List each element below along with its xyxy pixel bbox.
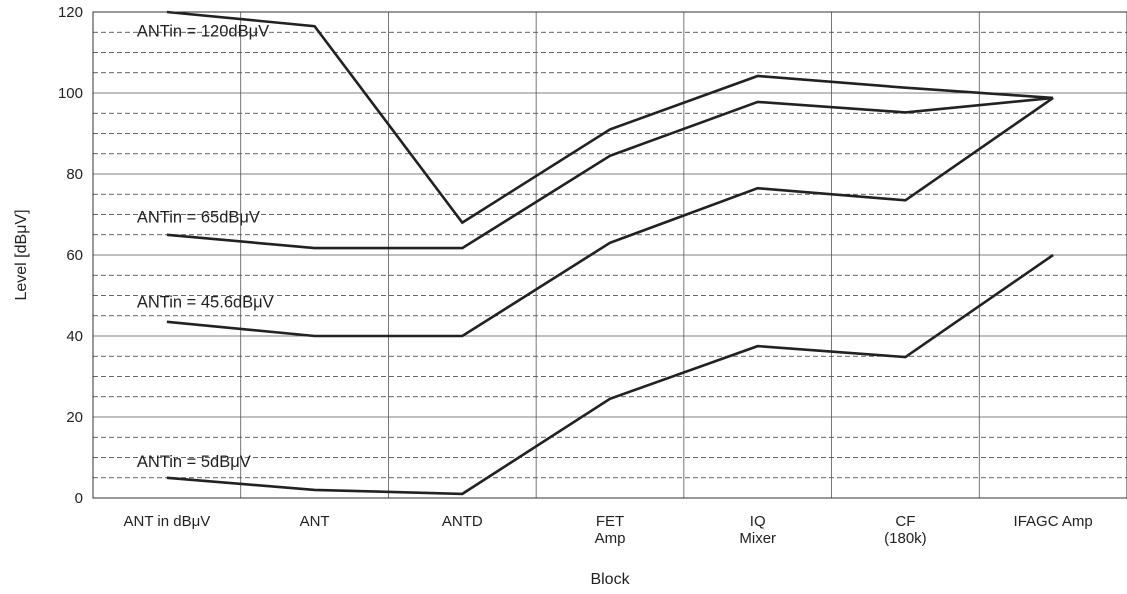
y-tick-label: 80	[66, 166, 83, 183]
series-annotation: ANTin = 120dBμV	[137, 22, 269, 40]
grid	[93, 11, 1127, 499]
x-axis-title: Block	[590, 571, 630, 588]
annotations: ANTin = 120dBμV ANTin = 65dBμV ANTin = 45.…	[137, 22, 274, 471]
series-annotation: ANTin = 5dBμV	[137, 453, 251, 471]
y-tick-labels: 0 20 40 60 80 100 120	[58, 4, 83, 507]
x-tick-label: ANT in dBμV	[123, 513, 210, 530]
series-line-4	[166, 253, 1054, 496]
y-tick-label: 40	[66, 328, 83, 345]
x-tick-label: ANTD	[442, 513, 483, 530]
y-axis-title: Level [dBμV]	[13, 209, 30, 300]
x-tick-label: CF (180k)	[884, 513, 927, 547]
series-line-3	[166, 96, 1054, 338]
series-line-2	[166, 96, 1054, 250]
y-tick-label: 100	[58, 85, 83, 102]
plot-frame	[92, 11, 1127, 499]
y-tick-label: 0	[75, 490, 83, 507]
x-tick-label: IFAGC Amp	[1014, 513, 1093, 530]
x-tick-label: ANT	[300, 513, 330, 530]
series-annotation: ANTin = 65dBμV	[137, 209, 260, 227]
x-tick-label: FET Amp	[595, 513, 626, 547]
y-tick-label: 20	[66, 409, 83, 426]
series-line-1	[166, 10, 1054, 225]
series-annotation: ANTin = 45.6dBμV	[137, 294, 274, 312]
series-group	[166, 10, 1054, 496]
x-tick-label: IQ Mixer	[739, 513, 776, 547]
x-tick-labels: ANT in dBμV ANT ANTD FET Amp IQ Mixer CF (180k) I…	[123, 513, 1092, 547]
y-tick-label: 60	[66, 247, 83, 264]
y-tick-label: 120	[58, 4, 83, 21]
